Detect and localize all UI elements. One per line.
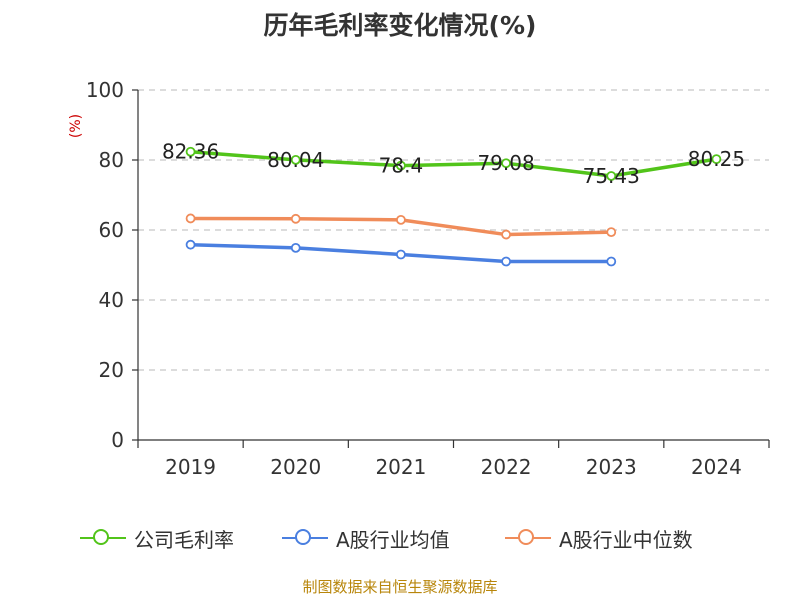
data-label: 80.25: [688, 147, 745, 171]
series-line: [190, 149, 717, 178]
data-point: [185, 213, 196, 224]
data-point: [396, 249, 406, 260]
data-point: [290, 213, 301, 224]
legend-item-industry-mean[interactable]: A股行业均值: [282, 518, 450, 558]
x-tick-label: 2020: [270, 455, 321, 479]
legend-label: A股行业中位数: [559, 527, 693, 552]
data-point: [396, 214, 406, 225]
y-tick-label: 60: [99, 218, 124, 242]
data-source: 制图数据来自恒生聚源数据库: [302, 578, 498, 596]
legend-label: 公司毛利率: [134, 527, 234, 552]
legend-marker-icon: [282, 528, 328, 548]
series-lines: [185, 146, 722, 267]
data-label: 75.43: [583, 164, 640, 188]
data-label: 80.04: [267, 148, 324, 172]
data-labels: 82.36 80.04 78.4 79.08 75.43 80.25: [162, 140, 745, 188]
legend-item-company[interactable]: 公司毛利率: [80, 518, 234, 558]
data-point: [606, 171, 617, 181]
data-point: [290, 242, 301, 253]
y-tick-label: 80: [99, 148, 124, 172]
x-tick-label: 2021: [375, 455, 426, 479]
data-point: [501, 158, 511, 169]
legend-marker-icon: [80, 528, 126, 548]
data-label: 79.08: [477, 151, 534, 175]
data-point: [606, 227, 617, 238]
y-tick-label: 100: [86, 78, 124, 102]
y-tick-label: 0: [111, 428, 124, 452]
y-tick-labels: 0 20 40 60 80 100: [86, 78, 124, 452]
x-tick-labels: 2019 2020 2021 2022 2023 2024: [165, 455, 742, 479]
data-point: [606, 256, 617, 267]
x-tick-label: 2022: [481, 455, 532, 479]
y-tick-label: 20: [99, 358, 124, 382]
data-point: [501, 256, 511, 267]
data-point: [185, 146, 196, 157]
data-point: [290, 154, 301, 165]
chart-title: 历年毛利率变化情况(%): [263, 11, 537, 40]
x-tick-label: 2024: [691, 455, 742, 479]
data-point: [185, 239, 196, 250]
x-tick-label: 2019: [165, 455, 216, 479]
y-tick-label: 40: [99, 288, 124, 312]
data-point: [501, 229, 511, 240]
legend-marker-icon: [505, 528, 551, 548]
legend-item-industry-median[interactable]: A股行业中位数: [505, 518, 693, 558]
grid-lines: [138, 89, 769, 371]
data-point: [711, 154, 722, 165]
legend-label: A股行业均值: [336, 527, 450, 552]
legend: 公司毛利率 A股行业均值 A股行业中位数: [0, 518, 800, 558]
axes: [132, 89, 770, 448]
data-label: 78.4: [379, 154, 424, 178]
data-point: [396, 160, 406, 171]
y-axis-label: (%): [68, 114, 84, 138]
x-tick-label: 2023: [586, 455, 637, 479]
data-label: 82.36: [162, 140, 219, 164]
